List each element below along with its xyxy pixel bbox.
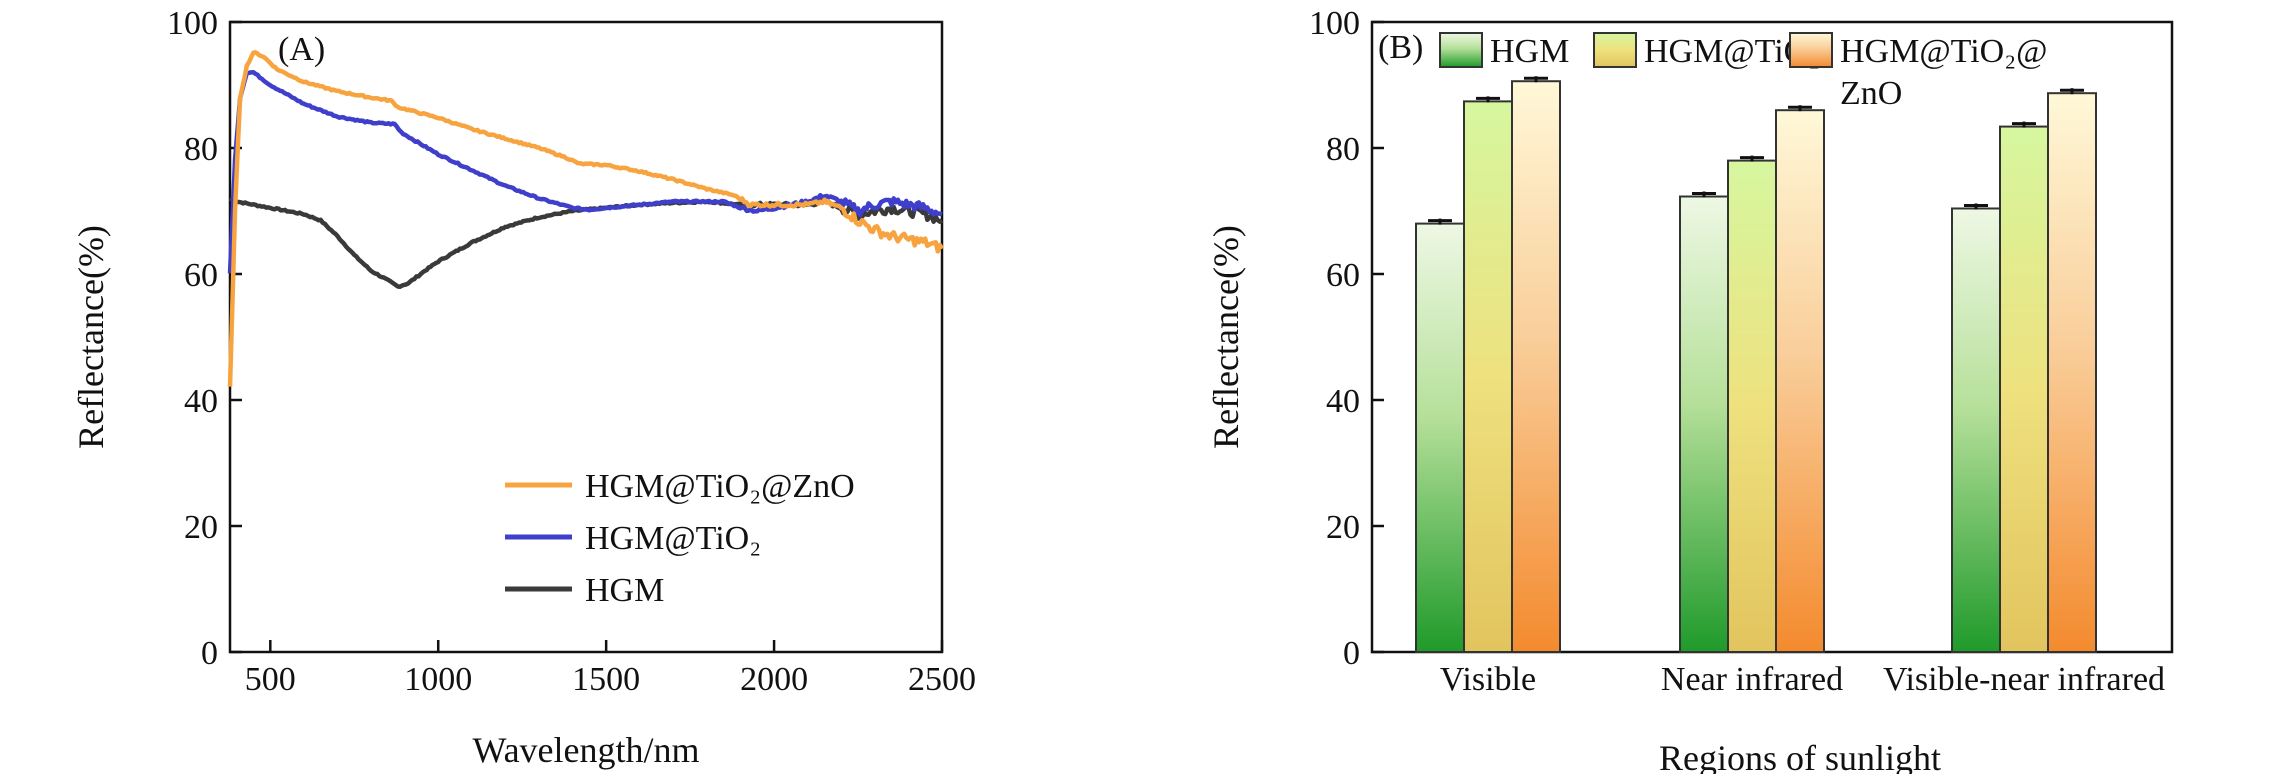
bar-hgm-tio2-zno bbox=[2047, 92, 2097, 653]
panel-a-x-tick-label: 1500 bbox=[572, 661, 640, 698]
panel-a-x-tick-label: 500 bbox=[245, 661, 296, 698]
panel-b-bar-chart: 0 20 40 60 80 100 Visible Near infrared Visible-… bbox=[1206, 5, 2174, 774]
panel-b-x-axis-title: Regions of sunlight bbox=[1659, 738, 1941, 774]
panel-b-ticks: 0 20 40 60 80 100 Visible Near infrared Visible-… bbox=[1309, 5, 2165, 698]
series-line-hgm-tio2-zno bbox=[227, 50, 944, 387]
legend-label: HGM@TiO₂@ZnO bbox=[585, 468, 855, 505]
panel-a-y-axis-title: Reflectance(%) bbox=[71, 225, 111, 449]
panel-a-y-tick-label: 20 bbox=[184, 509, 218, 546]
legend-swatch bbox=[1789, 32, 1833, 68]
panel-b-bars bbox=[1415, 76, 2097, 654]
panel-b-y-tick-label: 100 bbox=[1309, 5, 1360, 42]
bar-hgm-tio2 bbox=[1999, 125, 2049, 653]
legend-label: HGM bbox=[585, 572, 664, 609]
legend-label: HGM@TiO₂@ bbox=[1840, 33, 2047, 70]
series-line-hgm-tio2 bbox=[227, 70, 943, 274]
panel-a-legend: HGM@TiO₂@ZnO HGM@TiO₂ HGM bbox=[505, 468, 855, 609]
panel-b-y-tick-label: 80 bbox=[1326, 131, 1360, 168]
panel-a-x-axis-title: Wavelength/nm bbox=[472, 730, 699, 770]
panel-b-category-label: Visible-near infrared bbox=[1883, 661, 2165, 698]
legend-swatch bbox=[1593, 32, 1637, 68]
panel-a-y-tick-label: 80 bbox=[184, 131, 218, 168]
legend-label-line-2: ZnO bbox=[1840, 75, 1902, 112]
panel-a-x-tick-label: 1000 bbox=[404, 661, 472, 698]
panel-b-y-tick-label: 20 bbox=[1326, 509, 1360, 546]
panel-a-ticks: 0 20 40 60 80 100 500 1000 1500 2000 2500 bbox=[167, 5, 976, 698]
panel-a-x-tick-label: 2500 bbox=[908, 661, 976, 698]
panel-b-label: (B) bbox=[1378, 29, 1423, 66]
panel-b-y-tick-label: 40 bbox=[1326, 383, 1360, 420]
panel-a-line-chart: 0 20 40 60 80 100 500 1000 1500 2000 2500 (A) Wave… bbox=[71, 5, 976, 770]
panel-b-y-axis-title: Reflectance(%) bbox=[1206, 225, 1246, 449]
panel-a-y-tick-label: 40 bbox=[184, 383, 218, 420]
bar-hgm bbox=[1679, 195, 1729, 653]
panel-a-label: (A) bbox=[278, 31, 325, 68]
panel-b-y-tick-label: 60 bbox=[1326, 257, 1360, 294]
panel-a-x-tick-label: 2000 bbox=[740, 661, 808, 698]
panel-a-series bbox=[227, 50, 944, 387]
bar-hgm bbox=[1415, 222, 1465, 653]
bar-hgm-tio2 bbox=[1727, 159, 1777, 653]
panel-a-y-tick-label: 60 bbox=[184, 257, 218, 294]
legend-label: HGM bbox=[1490, 33, 1569, 70]
panel-b-legend: HGM HGM@TiO₂ HGM@TiO₂@ZnO bbox=[1439, 32, 2047, 112]
panel-b-category-label: Visible bbox=[1440, 661, 1536, 698]
panel-a-y-tick-label: 0 bbox=[201, 635, 218, 672]
bar-hgm-tio2-zno bbox=[1511, 80, 1561, 654]
bar-hgm bbox=[1951, 207, 2001, 653]
panel-a-y-tick-label: 100 bbox=[167, 5, 218, 42]
panel-b-category-label: Near infrared bbox=[1661, 661, 1843, 698]
bar-hgm-tio2-zno bbox=[1775, 109, 1825, 653]
legend-label: HGM@TiO₂ bbox=[585, 520, 761, 557]
bar-hgm-tio2 bbox=[1463, 100, 1513, 653]
legend-swatch bbox=[1439, 32, 1483, 68]
panel-b-y-tick-label: 0 bbox=[1343, 635, 1360, 672]
